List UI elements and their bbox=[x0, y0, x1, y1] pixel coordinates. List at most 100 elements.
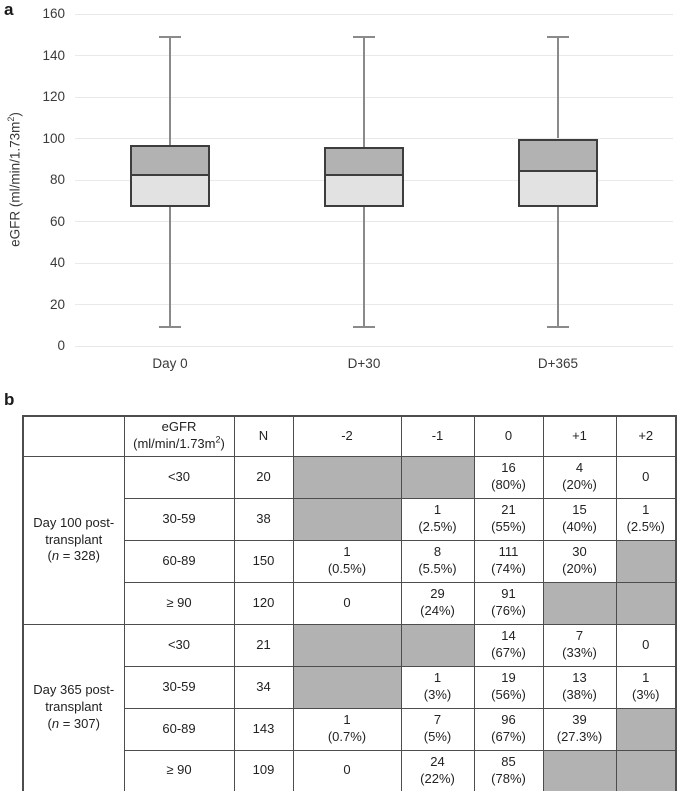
shift-cell bbox=[292, 623, 402, 667]
header-egfr: eGFR (ml/min/1.73m2) bbox=[123, 415, 235, 457]
y-tick-label: 80 bbox=[49, 172, 65, 187]
shift-cell: 1 (2.5%) bbox=[400, 497, 475, 541]
egfr-range: 60-89 bbox=[123, 707, 235, 751]
shift-cell: 13 (38%) bbox=[542, 665, 617, 709]
gridline bbox=[75, 96, 673, 98]
shift-cell: 96 (67%) bbox=[473, 707, 544, 751]
shift-cell: 39 (27.3%) bbox=[542, 707, 617, 751]
whisker-cap-max bbox=[159, 35, 181, 38]
whisker-cap-min bbox=[159, 326, 181, 329]
box-day0 bbox=[130, 144, 210, 207]
shift-cell: 1 (0.5%) bbox=[292, 539, 402, 583]
shift-cell: 0 bbox=[292, 581, 402, 625]
shift-cell: 30 (20%) bbox=[542, 539, 617, 583]
shift-cell bbox=[400, 455, 475, 499]
shift-cell: 1 (2.5%) bbox=[615, 497, 677, 541]
y-tick-label: 40 bbox=[49, 255, 65, 270]
whisker-cap-min bbox=[353, 326, 375, 329]
gridline bbox=[75, 138, 673, 139]
n-value: 21 bbox=[233, 623, 294, 667]
shift-cell: 29 (24%) bbox=[400, 581, 475, 625]
shift-cell: 19 (56%) bbox=[473, 665, 544, 709]
gridline bbox=[75, 304, 673, 305]
shift-cell: 85 (78%) bbox=[473, 749, 544, 791]
shift-cell: 91 (76%) bbox=[473, 581, 544, 625]
x-category-label: D+30 bbox=[347, 356, 381, 371]
header-shift-plus2: +2 bbox=[615, 415, 677, 457]
shift-cell bbox=[615, 581, 677, 625]
whisker-lower bbox=[169, 206, 171, 328]
n-value: 38 bbox=[233, 497, 294, 541]
egfr-range: <30 bbox=[123, 455, 235, 499]
group-label-day100: Day 100 post-transplant (n = 328) bbox=[22, 455, 125, 625]
boxplot-chart: eGFR (ml/min/1.73m2) 0 20 40 60 80 100 120 140 1… bbox=[0, 0, 685, 393]
table-row: Day 100 post-transplant (n = 328) <30 20… bbox=[22, 455, 677, 625]
shift-cell bbox=[292, 497, 402, 541]
egfr-range: 30-59 bbox=[123, 497, 235, 541]
shift-cell: 0 bbox=[615, 623, 677, 667]
whisker-cap-min bbox=[547, 326, 569, 329]
shift-cell: 1 (3%) bbox=[400, 665, 475, 709]
shift-cell: 16 (80%) bbox=[473, 455, 544, 499]
shift-cell: 21 (55%) bbox=[473, 497, 544, 541]
n-value: 20 bbox=[233, 455, 294, 499]
gridline bbox=[75, 221, 673, 222]
n-value: 120 bbox=[233, 581, 294, 625]
shift-cell bbox=[542, 749, 617, 791]
header-shift-minus1: -1 bbox=[400, 415, 475, 457]
gridline bbox=[75, 55, 673, 56]
x-category-label: Day 0 bbox=[152, 356, 188, 371]
box-upper-half bbox=[326, 148, 402, 176]
y-tick-label: 100 bbox=[42, 130, 65, 146]
gridline bbox=[75, 13, 673, 15]
panel-b-label: b bbox=[4, 390, 15, 409]
y-axis-label: eGFR (ml/min/1.73m2) bbox=[6, 112, 23, 247]
y-tick-label: 160 bbox=[42, 6, 65, 21]
x-category-label: D+365 bbox=[537, 356, 579, 371]
shift-cell bbox=[615, 749, 677, 791]
shift-cell bbox=[292, 665, 402, 709]
y-tick-label: 60 bbox=[49, 213, 65, 229]
shift-cell: 7 (5%) bbox=[400, 707, 475, 751]
header-n: N bbox=[233, 415, 294, 457]
panel-a-label: a bbox=[4, 0, 14, 19]
shift-cell bbox=[615, 707, 677, 751]
box-upper-half bbox=[520, 140, 596, 172]
whisker-lower bbox=[363, 206, 365, 328]
table-row: 30-59 38 1 (2.5%) 21 (55%) 15 (40%) 1 (2… bbox=[23, 497, 677, 541]
egfr-range: ≥ 90 bbox=[123, 581, 235, 625]
shift-cell bbox=[292, 455, 402, 499]
box-upper-half bbox=[132, 146, 208, 176]
table-header-row: eGFR (ml/min/1.73m2) N -2 -1 0 +1 +2 bbox=[22, 415, 677, 457]
header-blank bbox=[22, 415, 125, 457]
box-d365 bbox=[518, 138, 598, 207]
n-value: 143 bbox=[233, 707, 294, 751]
gridline bbox=[75, 345, 673, 347]
n-value: 150 bbox=[233, 539, 294, 583]
group-label-day365: Day 365 post-transplant (n = 307) bbox=[22, 623, 125, 791]
y-tick-label: 20 bbox=[49, 296, 65, 312]
whisker-cap-max bbox=[353, 35, 375, 38]
table-row: 30-59 34 1 (3%) 19 (56%) 13 (38%) 1 (3%) bbox=[23, 665, 677, 709]
egfr-range: 30-59 bbox=[123, 665, 235, 709]
header-shift-zero: 0 bbox=[473, 415, 544, 457]
whisker-cap-max bbox=[547, 35, 569, 38]
shift-cell bbox=[615, 539, 677, 583]
egfr-shift-table: eGFR (ml/min/1.73m2) N -2 -1 0 +1 +2 Day… bbox=[22, 415, 677, 791]
shift-cell: 1 (3%) bbox=[615, 665, 677, 709]
box-d30 bbox=[324, 146, 404, 207]
table-row: Day 365 post-transplant (n = 307) <30 21… bbox=[22, 623, 677, 791]
whisker-upper bbox=[557, 36, 559, 139]
shift-cell: 8 (5.5%) bbox=[400, 539, 475, 583]
table-row: ≥ 90 120 0 29 (24%) 91 (76%) bbox=[23, 581, 677, 625]
shift-cell: 7 (33%) bbox=[542, 623, 617, 667]
shift-cell bbox=[400, 623, 475, 667]
shift-cell: 14 (67%) bbox=[473, 623, 544, 667]
shift-cell: 0 bbox=[615, 455, 677, 499]
y-tick-label: 120 bbox=[42, 89, 65, 104]
shift-cell: 0 bbox=[292, 749, 402, 791]
shift-cell: 15 (40%) bbox=[542, 497, 617, 541]
whisker-upper bbox=[169, 36, 171, 145]
gridline bbox=[75, 262, 673, 264]
